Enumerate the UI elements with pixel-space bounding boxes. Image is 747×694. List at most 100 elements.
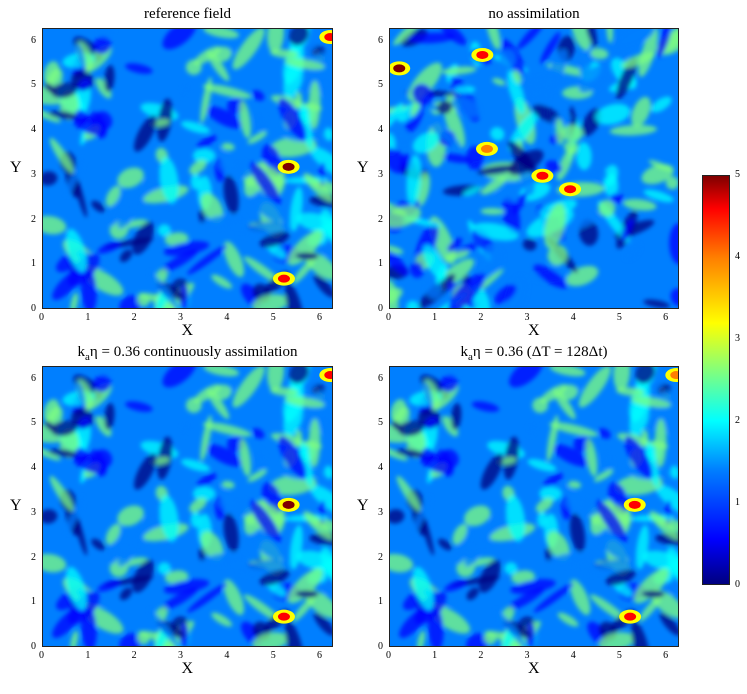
x-tick-label: 5 — [616, 650, 622, 661]
field-structure — [289, 367, 309, 384]
field-structure — [561, 124, 584, 142]
field-structure — [441, 66, 477, 75]
field-structure — [190, 173, 201, 190]
field-structure — [631, 96, 651, 127]
field-structure — [509, 367, 543, 388]
field-structure — [423, 381, 433, 408]
field-structure — [202, 552, 246, 566]
y-tick-label: 3 — [31, 506, 36, 518]
field-structure — [578, 367, 611, 408]
field-structure — [590, 48, 609, 60]
field-structure — [324, 127, 332, 141]
field-structure — [70, 292, 79, 308]
field-structure — [390, 509, 405, 524]
field-structure — [447, 237, 463, 252]
field-structure — [200, 415, 212, 462]
field-structure — [117, 167, 144, 189]
field-structure — [481, 177, 507, 195]
field-structure — [157, 562, 171, 575]
field-structure — [119, 249, 133, 263]
field-structure — [390, 243, 409, 276]
field-structure — [556, 147, 574, 181]
field-structure — [616, 57, 638, 100]
field-structure — [252, 632, 289, 646]
field-structure — [510, 579, 556, 594]
field-structure — [162, 367, 197, 388]
y-tick-label: 0 — [378, 641, 383, 652]
field-structure — [43, 399, 60, 424]
field-structure — [252, 294, 289, 308]
field-structure — [148, 609, 181, 646]
colorbar-tick-label: 3 — [735, 333, 740, 344]
field-structure — [527, 421, 536, 436]
field-structure — [584, 29, 598, 49]
field-structure — [238, 221, 289, 237]
field-structure — [598, 632, 635, 646]
panel-title-3: kaη = 0.36 continuously assimilation — [77, 344, 298, 363]
field-structure — [466, 633, 489, 646]
field-structure — [610, 193, 624, 204]
field-structure — [567, 480, 582, 489]
field-structure — [527, 459, 557, 472]
field-structure — [259, 231, 290, 248]
field-structure — [390, 102, 404, 130]
field-structure — [576, 142, 592, 171]
field-structure — [200, 77, 212, 124]
field-structure — [77, 78, 92, 92]
field-structure — [212, 384, 232, 401]
field-structure — [134, 453, 157, 490]
field-structure — [243, 256, 282, 285]
field-structure — [670, 465, 678, 479]
field-structure — [223, 579, 245, 616]
field-structure — [440, 153, 472, 163]
field-structure — [202, 214, 246, 228]
field-structure — [212, 46, 232, 63]
field-structure — [545, 160, 562, 174]
field-structure — [105, 523, 121, 545]
field-structure — [70, 630, 79, 646]
field-structure — [659, 612, 678, 636]
y-tick-label: 5 — [31, 79, 36, 91]
field-structure — [603, 164, 619, 187]
field-structure — [43, 445, 61, 461]
field-structure — [148, 271, 181, 308]
field-structure — [473, 222, 519, 241]
field-structure — [308, 80, 321, 130]
field-structure — [43, 509, 58, 524]
field-structure — [625, 243, 641, 260]
y-tick-label: 6 — [31, 34, 36, 46]
field-structure — [436, 100, 453, 115]
field-structure — [601, 448, 613, 472]
field-structure — [254, 448, 267, 472]
field-structure — [202, 422, 252, 437]
field-structure — [164, 232, 189, 246]
field-structure — [200, 531, 224, 561]
heatmap-panel-1 — [42, 28, 333, 309]
colorbar-tick-label: 1 — [735, 497, 740, 508]
field-structure — [464, 548, 480, 567]
field-structure — [163, 579, 210, 594]
field-structure — [232, 367, 265, 408]
field-structure — [624, 435, 653, 479]
vortex-core-1 — [282, 162, 295, 171]
field-structure — [162, 29, 197, 50]
x-tick-label: 5 — [270, 650, 276, 661]
field-structure — [448, 272, 486, 308]
field-structure — [670, 288, 678, 307]
x-tick-label: 6 — [317, 312, 323, 323]
colorbar-tick-label: 5 — [735, 169, 740, 180]
field-structure — [507, 140, 537, 174]
field-structure — [533, 264, 568, 289]
field-structure — [390, 287, 403, 305]
field-structure — [247, 469, 268, 482]
field-structure — [480, 207, 505, 215]
y-tick-label: 1 — [378, 258, 383, 270]
field-structure — [390, 399, 407, 424]
field-structure — [196, 135, 217, 150]
field-structure — [494, 284, 517, 304]
field-structure — [609, 124, 658, 136]
field-structure — [239, 438, 252, 477]
vortex-core-1 — [628, 500, 641, 509]
field-structure — [206, 50, 230, 82]
field-structure — [477, 242, 498, 272]
